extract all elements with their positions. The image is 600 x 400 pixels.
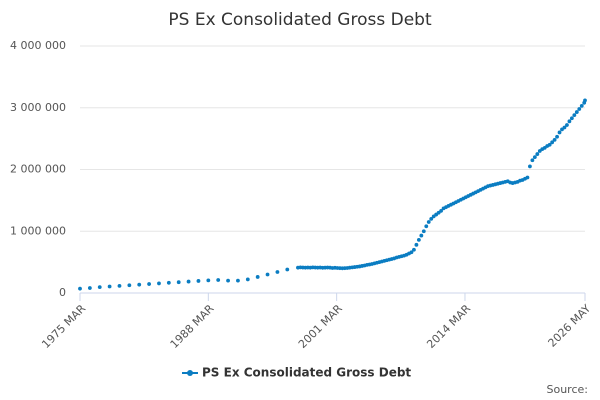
data-point [528,164,532,169]
data-point [419,233,424,238]
data-point [186,279,191,284]
data-point [166,280,171,285]
y-tick-label: 3 000 000 [10,101,66,114]
data-point [532,155,537,160]
data-point [550,140,555,145]
x-tick-label: 1975 MAR [39,302,88,351]
data-point [265,272,270,277]
data-point [78,286,82,291]
data-point [439,208,443,213]
y-tick-label: 4 000 000 [10,39,66,52]
data-point [127,283,132,288]
data-point [557,130,562,135]
data-point [429,217,434,221]
data-point [424,224,429,229]
data-point [579,103,584,108]
data-point [147,282,151,286]
data-point [583,98,587,103]
data-point [226,278,230,283]
data-point [236,278,240,283]
data-point [562,125,567,130]
data-point [255,275,260,279]
data-point [97,285,102,290]
y-tick-label: 2 000 000 [10,163,66,176]
data-point [574,110,579,114]
data-point [547,142,552,147]
data-point [565,123,569,127]
legend-marker [187,370,193,376]
data-point [245,277,250,282]
data-point [412,247,416,252]
data-point [421,229,426,234]
data-point [117,283,122,288]
data-point [275,270,280,274]
data-point [206,278,211,283]
data-point [535,152,540,156]
data-point [555,134,559,139]
data-point [157,281,161,286]
data-point [552,137,557,142]
data-point [416,237,421,242]
data-point [196,279,201,283]
data-point [414,242,419,247]
data-point [216,278,221,282]
data-point [572,113,577,118]
data-point [569,116,574,121]
y-tick-label: 0 [59,286,66,299]
y-tick-label: 1 000 000 [10,224,66,237]
data-point [426,220,431,224]
chart-title: PS Ex Consolidated Gross Debt [168,10,432,30]
data-point [107,284,112,289]
x-tick-label: 2026 MAY [546,302,594,350]
data-point [409,250,414,255]
x-tick-label: 1988 MAR [168,302,217,351]
data-point [285,267,290,272]
data-point [137,282,142,287]
data-point [525,175,530,180]
x-tick-label: 2001 MAR [296,302,345,351]
x-tick-label: 2014 MAR [424,302,473,351]
legend-label: PS Ex Consolidated Gross Debt [202,366,411,380]
source: Source: [547,383,589,396]
data-point [567,119,572,124]
data-point [87,286,92,290]
data-point [176,280,181,285]
data-point [577,107,582,111]
data-point [530,158,535,163]
